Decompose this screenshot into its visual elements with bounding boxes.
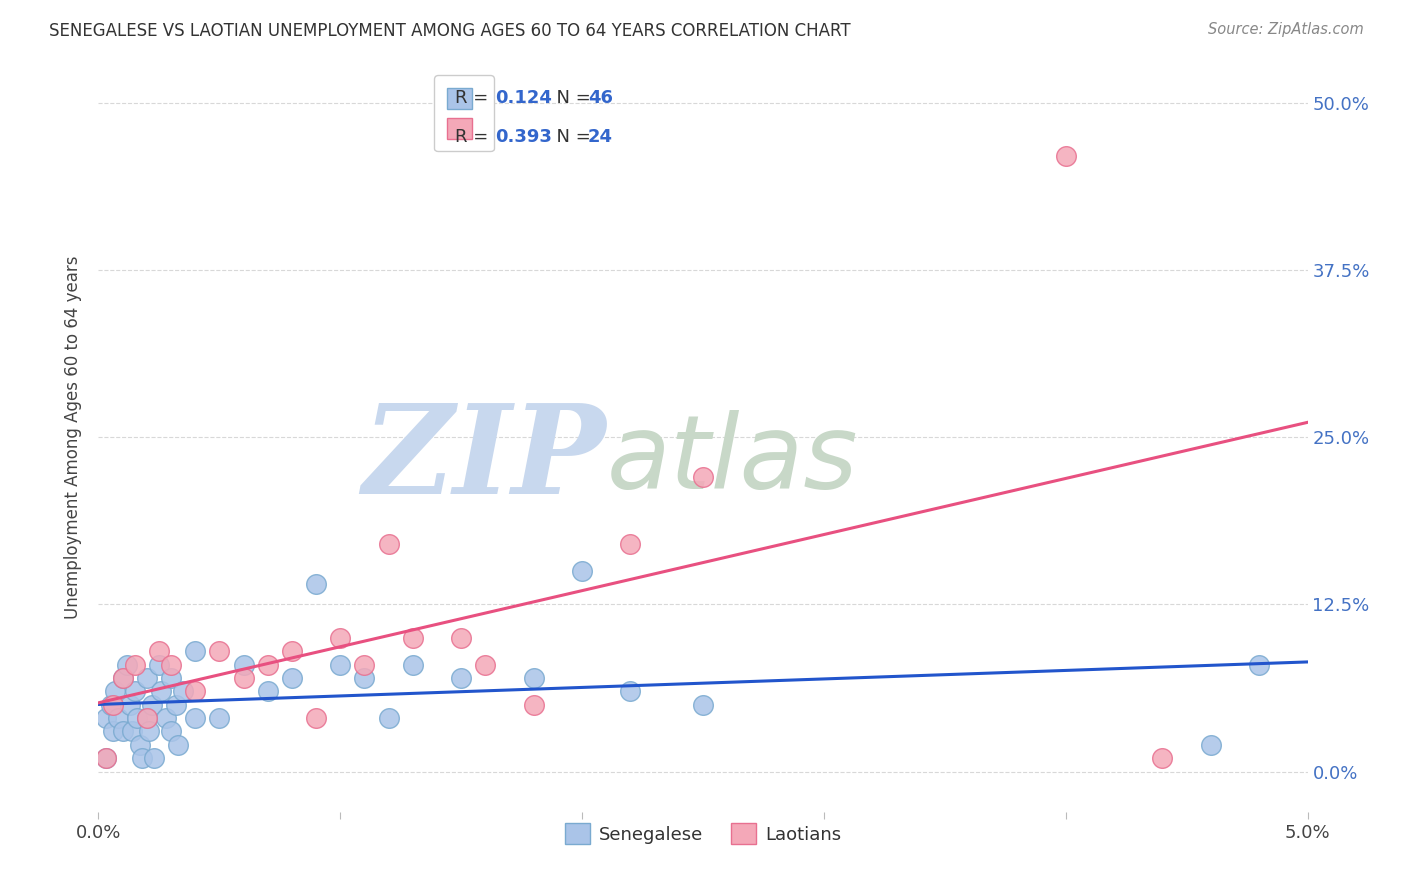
Point <box>571 564 593 578</box>
Point <box>135 711 157 725</box>
Point <box>111 671 134 685</box>
Point <box>101 698 124 712</box>
Point <box>111 671 134 685</box>
Point <box>232 657 254 672</box>
Text: 24: 24 <box>588 128 613 145</box>
Text: SENEGALESE VS LAOTIAN UNEMPLOYMENT AMONG AGES 60 TO 64 YEARS CORRELATION CHART: SENEGALESE VS LAOTIAN UNEMPLOYMENT AMONG… <box>49 22 851 40</box>
Text: N =: N = <box>546 89 598 107</box>
Point <box>1054 149 1077 163</box>
Point <box>353 671 375 685</box>
Point <box>281 644 304 658</box>
Point <box>353 657 375 672</box>
Point <box>184 644 207 658</box>
Point <box>150 684 173 698</box>
Text: 0.124: 0.124 <box>495 89 551 107</box>
Point <box>402 657 425 672</box>
Point <box>1152 751 1174 765</box>
Point <box>128 738 150 752</box>
Legend: Senegalese, Laotians: Senegalese, Laotians <box>558 816 848 851</box>
Text: R =: R = <box>454 128 494 145</box>
Point <box>160 657 183 672</box>
Point <box>1199 738 1222 752</box>
Point <box>208 644 231 658</box>
Point <box>94 751 117 765</box>
Point <box>121 724 143 739</box>
Point <box>165 698 187 712</box>
Point <box>256 684 278 698</box>
Point <box>94 711 117 725</box>
Point <box>305 577 328 591</box>
Point <box>1249 657 1271 672</box>
Point <box>160 671 183 685</box>
Point <box>101 724 124 739</box>
Text: N =: N = <box>546 128 598 145</box>
Point <box>143 751 166 765</box>
Point <box>377 537 399 551</box>
Text: Source: ZipAtlas.com: Source: ZipAtlas.com <box>1208 22 1364 37</box>
Point <box>523 698 546 712</box>
Point <box>100 698 122 712</box>
Text: 46: 46 <box>588 89 613 107</box>
Point <box>124 684 146 698</box>
Point <box>118 698 141 712</box>
Point <box>692 698 714 712</box>
Point <box>138 724 160 739</box>
Point <box>377 711 399 725</box>
Text: R =: R = <box>454 89 494 107</box>
Point <box>329 631 352 645</box>
Point <box>474 657 496 672</box>
Y-axis label: Unemployment Among Ages 60 to 64 years: Unemployment Among Ages 60 to 64 years <box>65 255 83 619</box>
Point <box>160 724 183 739</box>
Point <box>167 738 190 752</box>
Point <box>184 711 207 725</box>
Point <box>155 711 177 725</box>
Point <box>692 470 714 484</box>
Text: 0.393: 0.393 <box>495 128 551 145</box>
Point <box>256 657 278 672</box>
Point <box>329 657 352 672</box>
Point <box>523 671 546 685</box>
Point <box>450 631 472 645</box>
Point <box>111 724 134 739</box>
Point <box>131 751 153 765</box>
Point <box>135 711 157 725</box>
Point <box>402 631 425 645</box>
Point <box>141 698 163 712</box>
Text: atlas: atlas <box>606 409 858 509</box>
Point <box>619 684 641 698</box>
Point <box>135 671 157 685</box>
Point <box>148 644 170 658</box>
Point <box>127 711 149 725</box>
Point <box>281 671 304 685</box>
Text: ZIP: ZIP <box>363 399 606 520</box>
Point <box>208 711 231 725</box>
Point <box>124 657 146 672</box>
Point <box>148 657 170 672</box>
Point <box>619 537 641 551</box>
Point <box>107 711 129 725</box>
Point <box>117 657 139 672</box>
Point <box>305 711 328 725</box>
Point <box>184 684 207 698</box>
Point <box>450 671 472 685</box>
Point <box>172 684 194 698</box>
Point <box>94 751 117 765</box>
Point <box>232 671 254 685</box>
Point <box>104 684 127 698</box>
